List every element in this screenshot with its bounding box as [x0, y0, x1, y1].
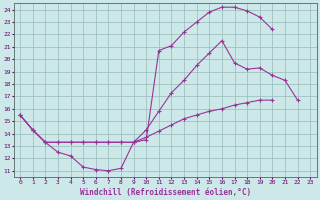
X-axis label: Windchill (Refroidissement éolien,°C): Windchill (Refroidissement éolien,°C) — [80, 188, 251, 197]
